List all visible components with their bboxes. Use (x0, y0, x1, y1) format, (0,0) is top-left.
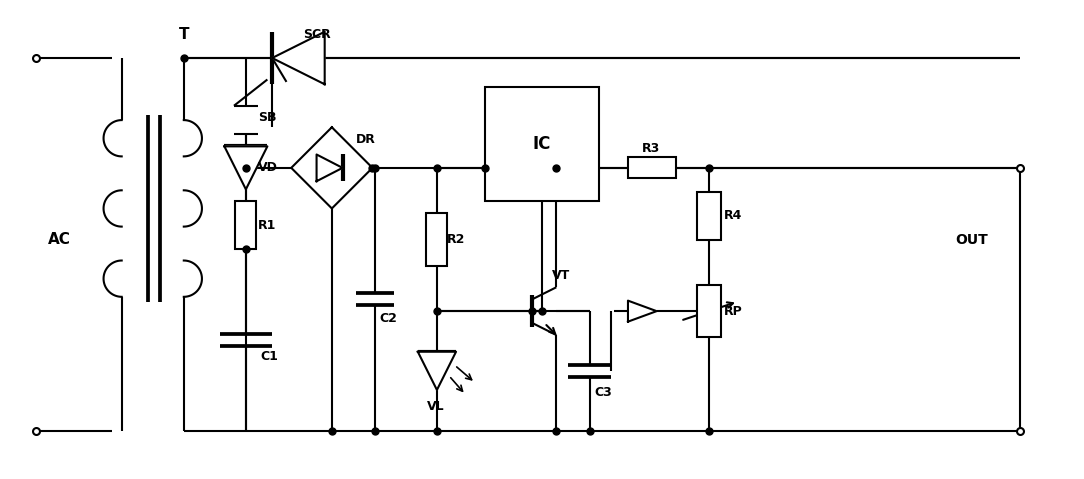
Polygon shape (224, 147, 268, 189)
Text: VL: VL (427, 400, 446, 413)
Bar (697, 285, 721, 337)
Text: SCR: SCR (304, 28, 331, 41)
Text: T: T (179, 27, 189, 42)
Polygon shape (272, 32, 325, 84)
Bar (235, 201, 257, 249)
Text: SB: SB (258, 111, 276, 124)
Bar (697, 192, 721, 240)
Bar (426, 213, 448, 266)
Text: VT: VT (552, 269, 570, 282)
Polygon shape (292, 127, 373, 208)
Polygon shape (628, 301, 657, 322)
Polygon shape (317, 155, 343, 181)
Text: R1: R1 (258, 219, 276, 232)
Text: C2: C2 (379, 312, 398, 325)
Bar (485, 87, 599, 201)
Text: OUT: OUT (955, 232, 989, 247)
Text: R2: R2 (447, 233, 465, 246)
Polygon shape (417, 352, 456, 390)
Text: C1: C1 (260, 350, 279, 363)
Text: AC: AC (48, 232, 72, 247)
Bar (628, 157, 675, 178)
Text: C3: C3 (594, 386, 612, 399)
Text: R4: R4 (723, 209, 741, 222)
Text: DR: DR (356, 133, 376, 146)
Text: VD: VD (258, 161, 278, 174)
Text: IC: IC (533, 135, 551, 153)
Text: RP: RP (723, 305, 743, 318)
Text: R3: R3 (643, 142, 660, 155)
